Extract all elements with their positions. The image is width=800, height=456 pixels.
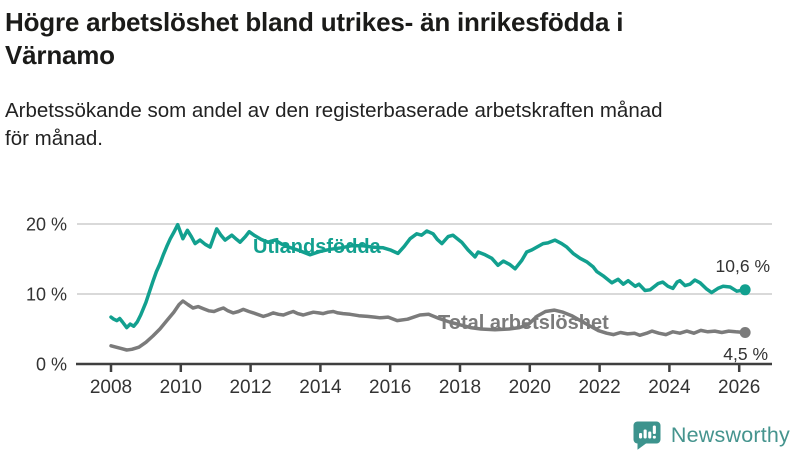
y-axis-labels: 20 % 10 % 0 % <box>26 215 67 375</box>
newsworthy-branding: Newsworthy <box>632 420 790 450</box>
chart-canvas: 20 % 10 % 0 % 2008 2010 2012 2014 2016 2018 2020… <box>26 215 772 398</box>
x-axis <box>76 362 772 372</box>
mini-bar-chart-glyph <box>638 425 656 439</box>
end-value-utlandsfodda: 10,6 % <box>716 256 770 276</box>
data-series <box>109 222 751 352</box>
newsworthy-logo-text: Newsworthy <box>670 422 790 447</box>
x-tick-label-2026: 2026 <box>718 377 760 398</box>
newsworthy-logo-icon <box>633 421 661 450</box>
subtitle-line-2: för månad. <box>5 127 103 150</box>
x-tick-label-2020: 2020 <box>509 377 551 398</box>
y-tick-label-10: 10 % <box>26 285 67 305</box>
x-axis-labels: 2008 2010 2012 2014 2016 2018 2020 2022 2024 2026 <box>90 377 760 398</box>
series-label-utlandsfodda: Utlandsfödda <box>253 236 382 258</box>
x-tick-label-2016: 2016 <box>369 377 411 398</box>
x-tick-label-2018: 2018 <box>439 377 481 398</box>
series-end-dot-0 <box>739 284 751 296</box>
x-tick-label-2012: 2012 <box>229 377 271 398</box>
title-line-1: Högre arbetslöshet bland utrikes- än inr… <box>5 7 624 37</box>
series-line-1 <box>109 299 747 352</box>
exclamation-bar <box>652 425 656 434</box>
x-tick-label-2024: 2024 <box>648 377 691 398</box>
chart-subtitle: Arbetssökande som andel av den registerb… <box>5 97 800 153</box>
unemployment-line-chart: 20 % 10 % 0 % 2008 2010 2012 2014 2016 2018 2020… <box>0 196 800 411</box>
series-end-dot-1 <box>739 327 751 338</box>
subtitle-line-1: Arbetssökande som andel av den registerb… <box>5 99 663 122</box>
end-value-total-arbetsloshet: 4,5 % <box>723 344 768 364</box>
series-label-total-arbetsloshet: Total arbetslöshet <box>438 312 609 334</box>
y-tick-label-20: 20 % <box>26 215 67 235</box>
title-line-2: Värnamo <box>5 40 115 70</box>
x-tick-label-2010: 2010 <box>160 377 202 398</box>
series-line-0 <box>109 222 747 330</box>
x-tick-label-2008: 2008 <box>90 377 132 398</box>
speech-bubble-shape <box>633 421 661 450</box>
x-tick-label-2014: 2014 <box>299 377 342 398</box>
gridlines <box>77 223 772 295</box>
y-tick-label-0: 0 % <box>36 355 67 375</box>
x-tick-label-2022: 2022 <box>578 377 620 398</box>
page-title: Högre arbetslöshet bland utrikes- än inr… <box>5 6 740 72</box>
exclamation-dot <box>652 435 656 439</box>
